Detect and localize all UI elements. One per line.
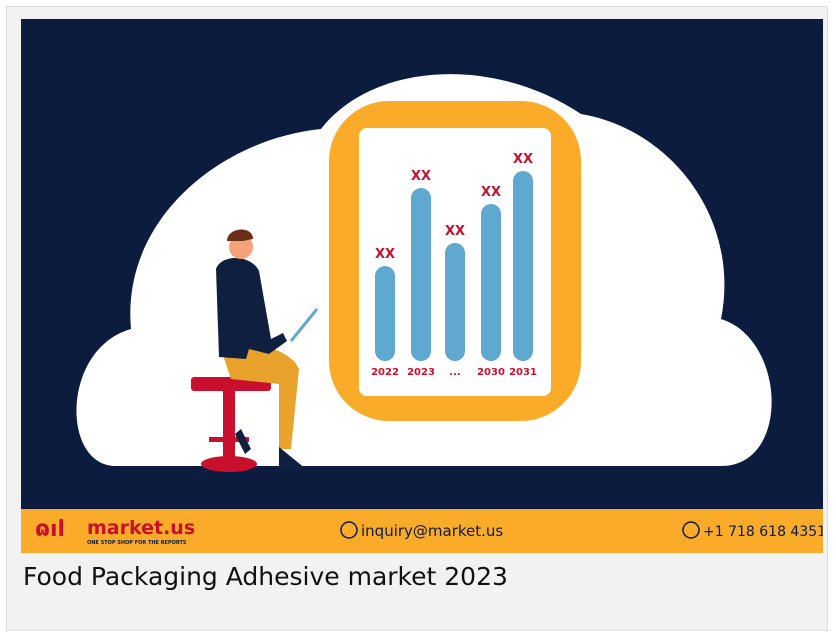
card: XX 2022 XX 2023 XX... XX 2030 XX 2031 ɷıl market… — [6, 6, 828, 631]
person — [191, 229, 319, 472]
year-label: ... — [449, 367, 460, 378]
banner — [21, 509, 823, 553]
illustration-bar — [445, 243, 465, 361]
year-label: 2023 — [407, 367, 435, 378]
bar-label: XX — [411, 169, 431, 184]
illustration-bar — [481, 204, 501, 361]
illustration-bar — [513, 171, 533, 361]
email: inquiry@market.us — [361, 522, 503, 540]
illustration-bar — [411, 188, 431, 361]
bar-label: XX — [445, 224, 465, 239]
phone-icon — [682, 521, 700, 539]
bar-label: XX — [481, 185, 501, 200]
phone: +1 718 618 4351 — [703, 524, 823, 540]
year-label: 2030 — [477, 367, 505, 378]
logo-mark: ɷıl — [35, 517, 65, 542]
year-label: 2022 — [371, 367, 399, 378]
caption: Food Packaging Adhesive market 2023 — [23, 562, 508, 591]
illustration-bar — [375, 266, 395, 361]
bar-label: XX — [513, 152, 533, 167]
bar-label: XX — [375, 247, 395, 262]
tagline: ONE STOP SHOP FOR THE REPORTS — [87, 540, 187, 546]
brand: market.us — [87, 517, 195, 539]
email-icon — [340, 521, 358, 539]
illustration: XX 2022 XX 2023 XX... XX 2030 XX 2031 ɷıl market… — [21, 19, 823, 553]
year-label: 2031 — [509, 367, 537, 378]
